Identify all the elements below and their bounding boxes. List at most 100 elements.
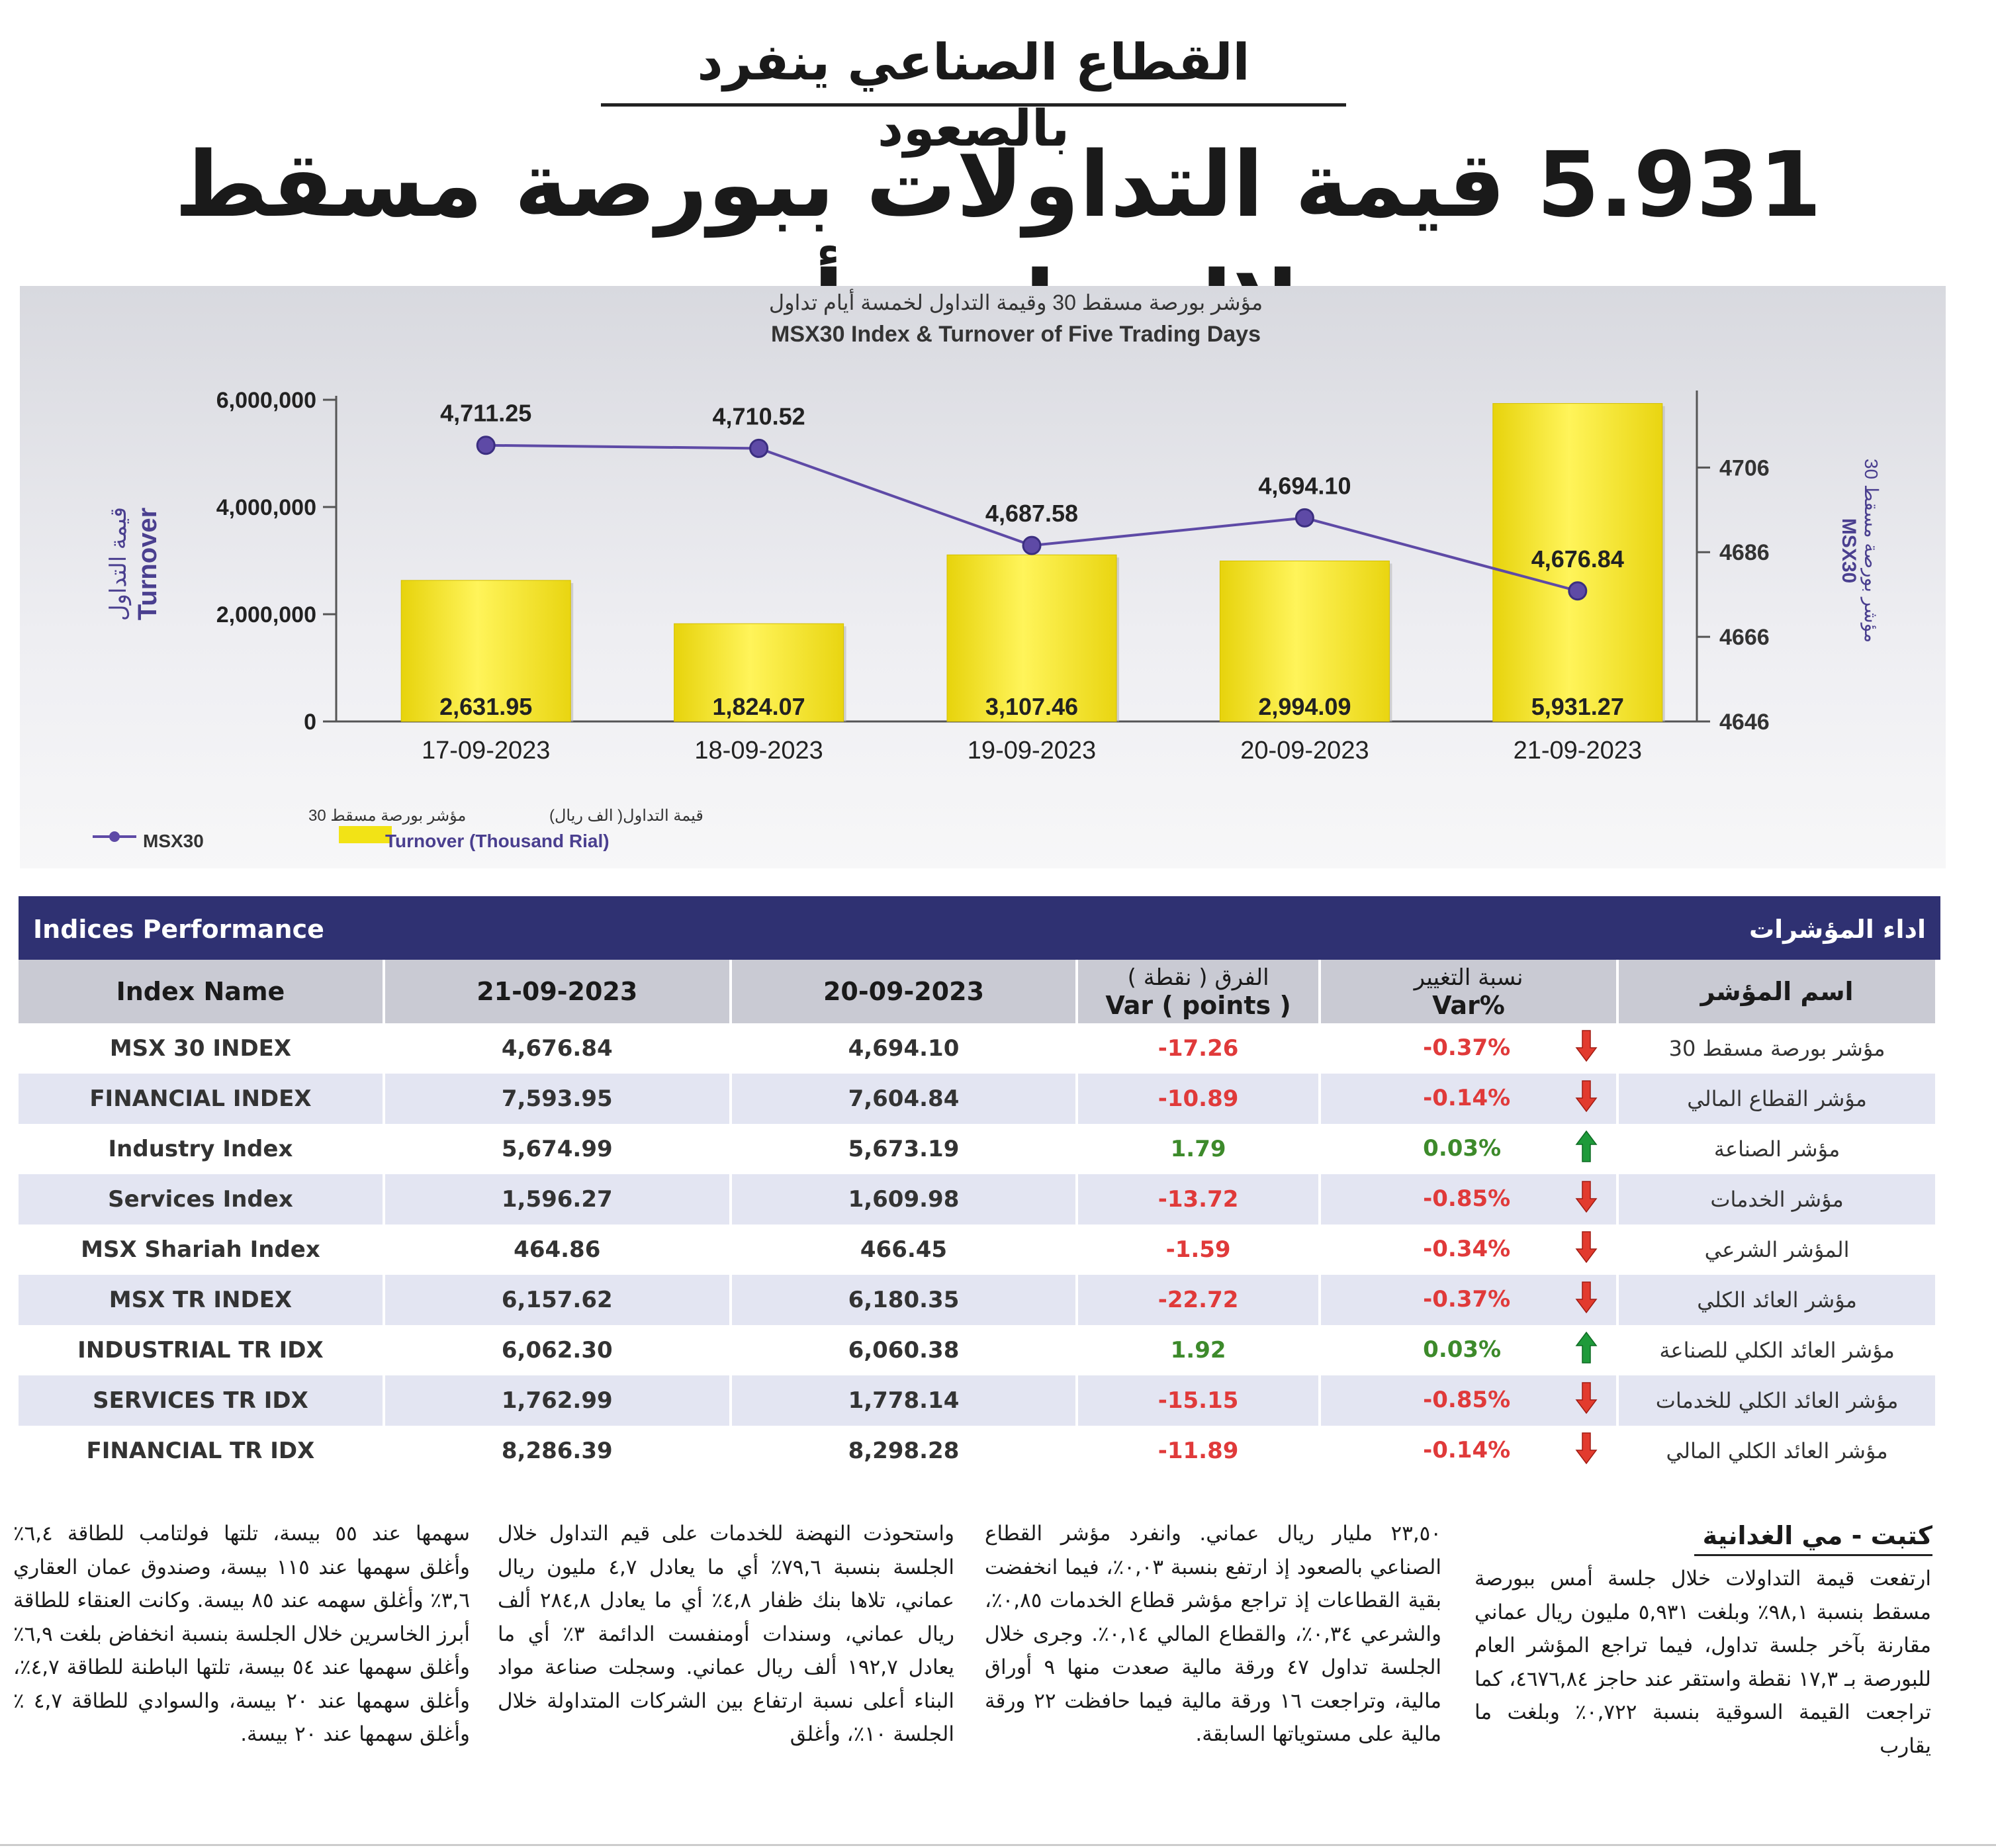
article-byline: كتبت - مي الغدانية [1694,1521,1932,1556]
header-name-ar: اسم المؤشر [1619,960,1935,1023]
header-pct-ar: نسبة التغيير [1414,964,1523,991]
y2-axis-title-ar: مؤشر بورصة مسقط 30 [1860,459,1882,643]
cell-value-old: 5,673.19 [848,1136,960,1162]
cell-index-name: SERVICES TR IDX [19,1375,383,1426]
y2-axis-title: MSX30 [1838,518,1860,583]
table-row: Services Index 1,596.27 1,609.98 -13.72 -0.8… [19,1174,1935,1224]
bottom-rule [0,1844,1996,1846]
x-tick-label: 20-09-2023 [1240,737,1369,764]
cell-value-new: 4,676.84 [501,1035,613,1062]
y-tick-label: 6,000,000 [216,388,316,413]
cell-value-new: 6,062.30 [501,1337,613,1363]
cell-index-name-ar: مؤشر بورصة مسقط 30 [1668,1036,1885,1061]
arrow-down-icon [1575,1432,1598,1471]
turnover-bar [674,623,844,722]
cell-value-old: 466.45 [860,1236,948,1263]
line-value-label: 4,711.25 [440,400,531,427]
cell-index-name: Industry Index [108,1136,293,1162]
cell-index-name-ar: مؤشر العائد الكلي للخدمات [1619,1375,1935,1426]
bar-value-label: 1,824.07 [713,693,805,720]
cell-index-name: MSX TR INDEX [19,1275,383,1325]
cell-index-name: FINANCIAL INDEX [19,1074,383,1124]
cell-value-new: 1,762.99 [385,1375,729,1426]
cell-var-pct: -0.37% [1321,1023,1616,1074]
pct-value: -0.34% [1423,1235,1511,1262]
msx30-point [476,436,496,455]
table-title-bar: Indices Performance اداء المؤشرات [19,896,1940,960]
legend-bar-swatch [339,826,392,843]
cell-index-name: Services Index [19,1174,383,1224]
bar-value-label: 2,994.09 [1258,693,1351,720]
cell-var-pct: -0.14% [1321,1426,1616,1476]
article-col-3: واستحوذت النهضة للخدمات على قيم التداول … [498,1522,954,1746]
arrow-down-icon [1575,1080,1598,1119]
cell-var-pct: 0.03% [1321,1124,1616,1174]
header-var-points: الفرق ( نقطة ) Var ( points ) [1078,960,1318,1023]
cell-var-points: -22.72 [1078,1275,1318,1325]
chart-title-ar: مؤشر بورصة مسقط 30 وقيمة التداول لخمسة أ… [769,289,1263,315]
cell-value-new: 7,593.95 [385,1074,729,1124]
cell-var-pct: -0.34% [1321,1224,1616,1275]
chart-title: MSX30 Index & Turnover of Five Trading D… [771,322,1261,347]
table-row: MSX 30 INDEX 4,676.84 4,694.10 -17.26 -0.37%… [19,1023,1935,1074]
cell-index-name: MSX Shariah Index [81,1236,320,1263]
cell-value-new: 8,286.39 [501,1438,613,1464]
msx30-point [1568,581,1588,601]
msx30-point [1294,508,1314,528]
x-tick-label: 17-09-2023 [422,737,550,764]
turnover-bar [1219,560,1390,722]
turnover-bar [946,554,1117,722]
bar-value-label: 3,107.46 [985,693,1078,720]
table-row: Industry Index 5,674.99 5,673.19 1.79 0.03% م… [19,1124,1935,1174]
header-date-new: 21-09-2023 [385,960,729,1023]
main-headline: 5.931 قيمة التداولات ببورصة مسقط خلال جل… [174,133,1822,357]
table-header-row: Index Name 21-09-2023 20-09-2023 الفرق (… [19,960,1935,1023]
pct-value: -0.85% [1423,1185,1511,1212]
header-pct-en: Var% [1432,991,1505,1020]
cell-value-old: 6,180.35 [731,1275,1076,1325]
article-col-2: ٢٣,٥٠ مليار ريال عماني. وانفرد مؤشر القط… [985,1522,1442,1746]
bar-value-label: 2,631.95 [439,693,532,720]
y-tick-label: 4,000,000 [216,495,316,520]
msx30-turnover-chart: مؤشر بورصة مسقط 30 وقيمة التداول لخمسة أ… [93,289,1882,851]
table-title-ar: اداء المؤشرات [1748,915,1926,944]
x-tick-label: 19-09-2023 [968,737,1096,764]
cell-var-points: -11.89 [1157,1438,1239,1464]
bar-value-label: 5,931.27 [1531,693,1624,720]
turnover-bar [400,580,571,722]
line-value-label: 4,710.52 [713,402,805,430]
cell-value-old: 7,604.84 [731,1074,1076,1124]
cell-value-old: 1,778.14 [731,1375,1076,1426]
arrow-down-icon [1575,1381,1598,1420]
msx30-point [749,438,769,458]
legend-turnover: Turnover (Thousand Rial) [385,831,610,851]
cell-value-old: 6,060.38 [848,1337,960,1363]
cell-value-old: 1,609.98 [731,1174,1076,1224]
y-tick-label: 2,000,000 [216,602,316,627]
legend-msx30: MSX30 [143,831,204,851]
arrow-down-icon [1575,1029,1598,1068]
cell-index-name-ar: مؤشر الصناعة [1713,1136,1840,1162]
cell-var-points: 1.92 [1170,1337,1226,1363]
cell-value-old: 4,694.10 [848,1035,960,1062]
x-tick-label: 18-09-2023 [694,737,823,764]
cell-index-name: INDUSTRIAL TR IDX [77,1337,324,1363]
legend-turnover-ar: قيمة التداول( الف ريال) [549,807,703,825]
msx30-point [1022,535,1042,555]
cell-index-name: MSX 30 INDEX [109,1035,292,1062]
turnover-bar [1492,403,1663,722]
x-tick-label: 21-09-2023 [1514,737,1642,764]
arrow-up-icon [1575,1130,1598,1169]
pct-value: -0.37% [1423,1034,1511,1061]
table-row: INDUSTRIAL TR IDX 6,062.30 6,060.38 1.92 0.0… [19,1325,1935,1375]
y-tick-label: 0 [304,710,316,735]
indices-table: Index Name 21-09-2023 20-09-2023 الفرق (… [16,960,1938,1476]
cell-value-new: 1,596.27 [385,1174,729,1224]
cell-value-new: 464.86 [514,1236,601,1263]
header-index-name: Index Name [19,960,383,1023]
legend-line-marker [109,831,120,842]
cell-var-points: 1.79 [1170,1136,1226,1162]
kicker-headline: القطاع الصناعي ينفرد بالصعود [601,29,1346,158]
cell-value-new: 6,157.62 [385,1275,729,1325]
y2-tick-label: 4706 [1719,455,1770,481]
